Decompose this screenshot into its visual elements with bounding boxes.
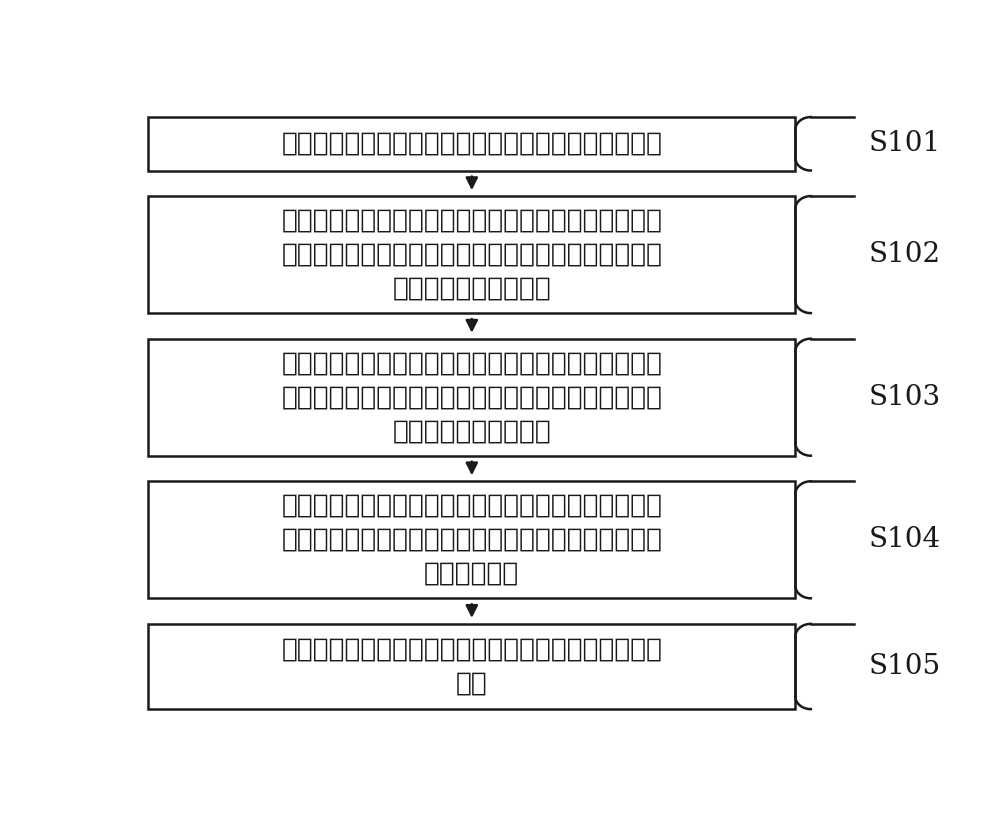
Bar [148,117,795,170]
Text: S105: S105 [869,653,941,680]
Text: 获取目标电路的模型参数的初始值以及电路参数目标值: 获取目标电路的模型参数的初始值以及电路参数目标值 [281,131,662,157]
Text: 根据模型参数的初始值设置第一模型参数值以及第二模
型参数值，第一模型参数值大于所述初始值，第二模型
参数值小于所述初始值: 根据模型参数的初始值设置第一模型参数值以及第二模 型参数值，第一模型参数值大于所… [281,208,662,302]
Bar [148,339,795,456]
Text: S102: S102 [869,241,941,268]
Text: S101: S101 [869,130,941,157]
Bar [148,624,795,709]
Text: S104: S104 [869,526,941,553]
Text: 分别根据初始值、第一模型参数值以及第二模型参数值
进行仿真，得到对应的初始电路参数值、第一电路参数
值以及第二电路参数值: 分别根据初始值、第一模型参数值以及第二模型参数值 进行仿真，得到对应的初始电路参… [281,350,662,444]
Bar [148,481,795,598]
Text: S103: S103 [869,384,941,411]
Bar [148,196,795,313]
Text: 在所述取值区间进行多次仿真，以得到所述目标模型参
数值: 在所述取值区间进行多次仿真，以得到所述目标模型参 数值 [281,636,662,696]
Text: 根据所述初始电路参数值、第一电路参数值以及第二电
路参数值确定目标电路参数值对应的目标模型参数值所
在的取值区间: 根据所述初始电路参数值、第一电路参数值以及第二电 路参数值确定目标电路参数值对应… [281,492,662,587]
